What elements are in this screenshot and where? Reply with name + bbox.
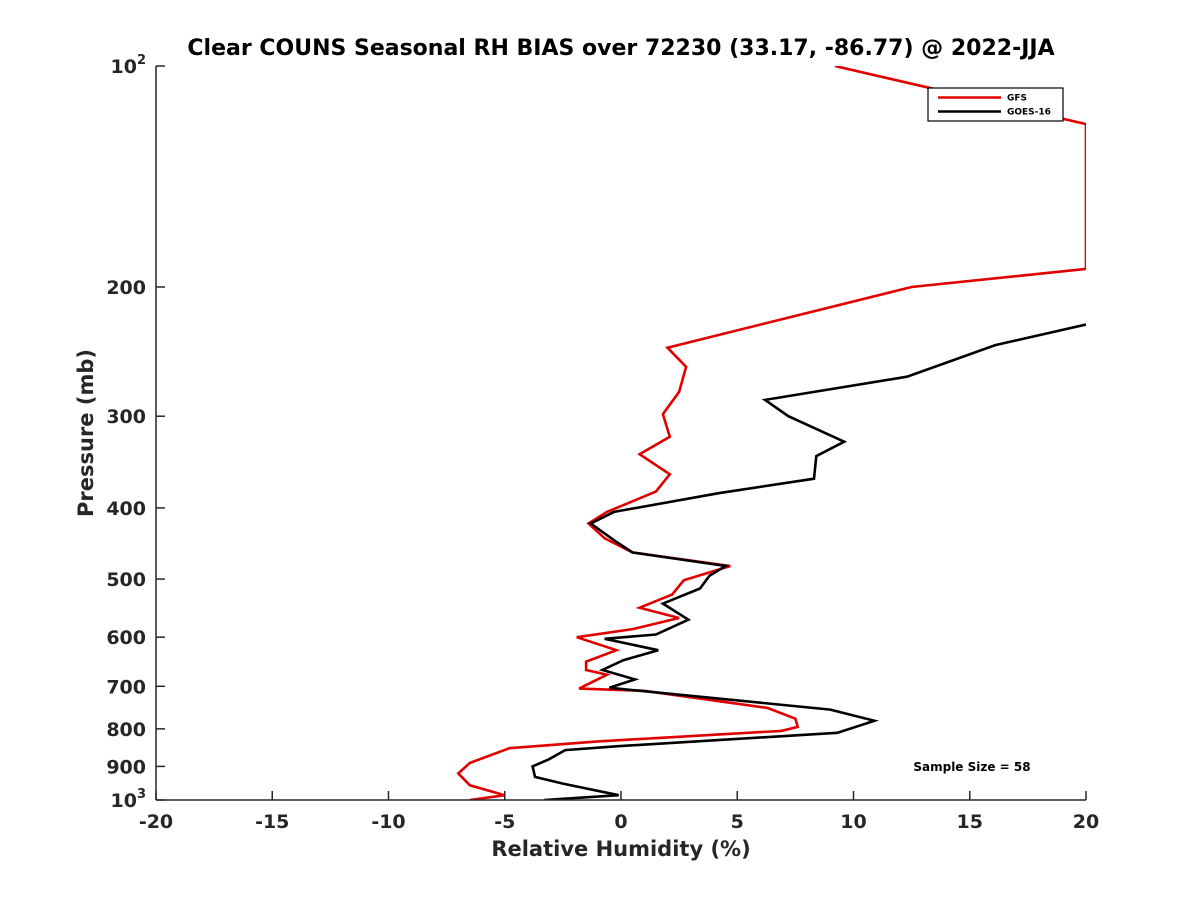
y-tick-exponent: 3 [137,787,146,802]
x-tick-label: 0 [614,811,627,833]
series-line-gfs [456,66,1086,800]
y-tick-label: 500 [106,569,146,591]
series-line-goes-16 [531,323,1086,800]
x-tick-label: 5 [731,811,744,833]
y-tick-base: 10 [111,790,137,812]
chart-title: Clear COUNS Seasonal RH BIAS over 72230 … [187,36,1054,61]
y-tick-label: 800 [106,719,146,741]
y-tick-label: 600 [106,627,146,649]
y-tick-label: 900 [106,756,146,778]
x-axis-ticks: -20 -15 -10 -5 0 5 10 15 20 [139,791,1099,833]
legend: GFS GOES-16 [927,87,1064,122]
x-tick-label: -5 [494,811,515,833]
x-tick-label: -10 [371,811,405,833]
x-tick-label: 10 [840,811,866,833]
series-layer [456,66,1086,800]
y-tick-label: 102 [111,53,147,78]
legend-label-goes16: GOES-16 [1007,108,1051,118]
y-tick-label: 700 [106,676,146,698]
y-tick-label: 200 [106,277,146,299]
legend-box [927,87,1064,122]
y-tick-label: 300 [106,406,146,428]
x-tick-label: -15 [255,811,289,833]
x-tick-label: -20 [139,811,173,833]
y-tick-base: 10 [111,56,137,78]
y-tick-label: 103 [111,787,147,812]
x-tick-label: 15 [957,811,983,833]
y-tick-exponent: 2 [137,53,146,68]
sample-size-annotation: Sample Size = 58 [913,760,1030,774]
y-tick-label: 400 [106,498,146,520]
y-axis-title: Pressure (mb) [74,349,98,517]
x-axis-title: Relative Humidity (%) [491,837,750,861]
x-tick-label: 20 [1073,811,1099,833]
legend-label-gfs: GFS [1007,94,1027,104]
